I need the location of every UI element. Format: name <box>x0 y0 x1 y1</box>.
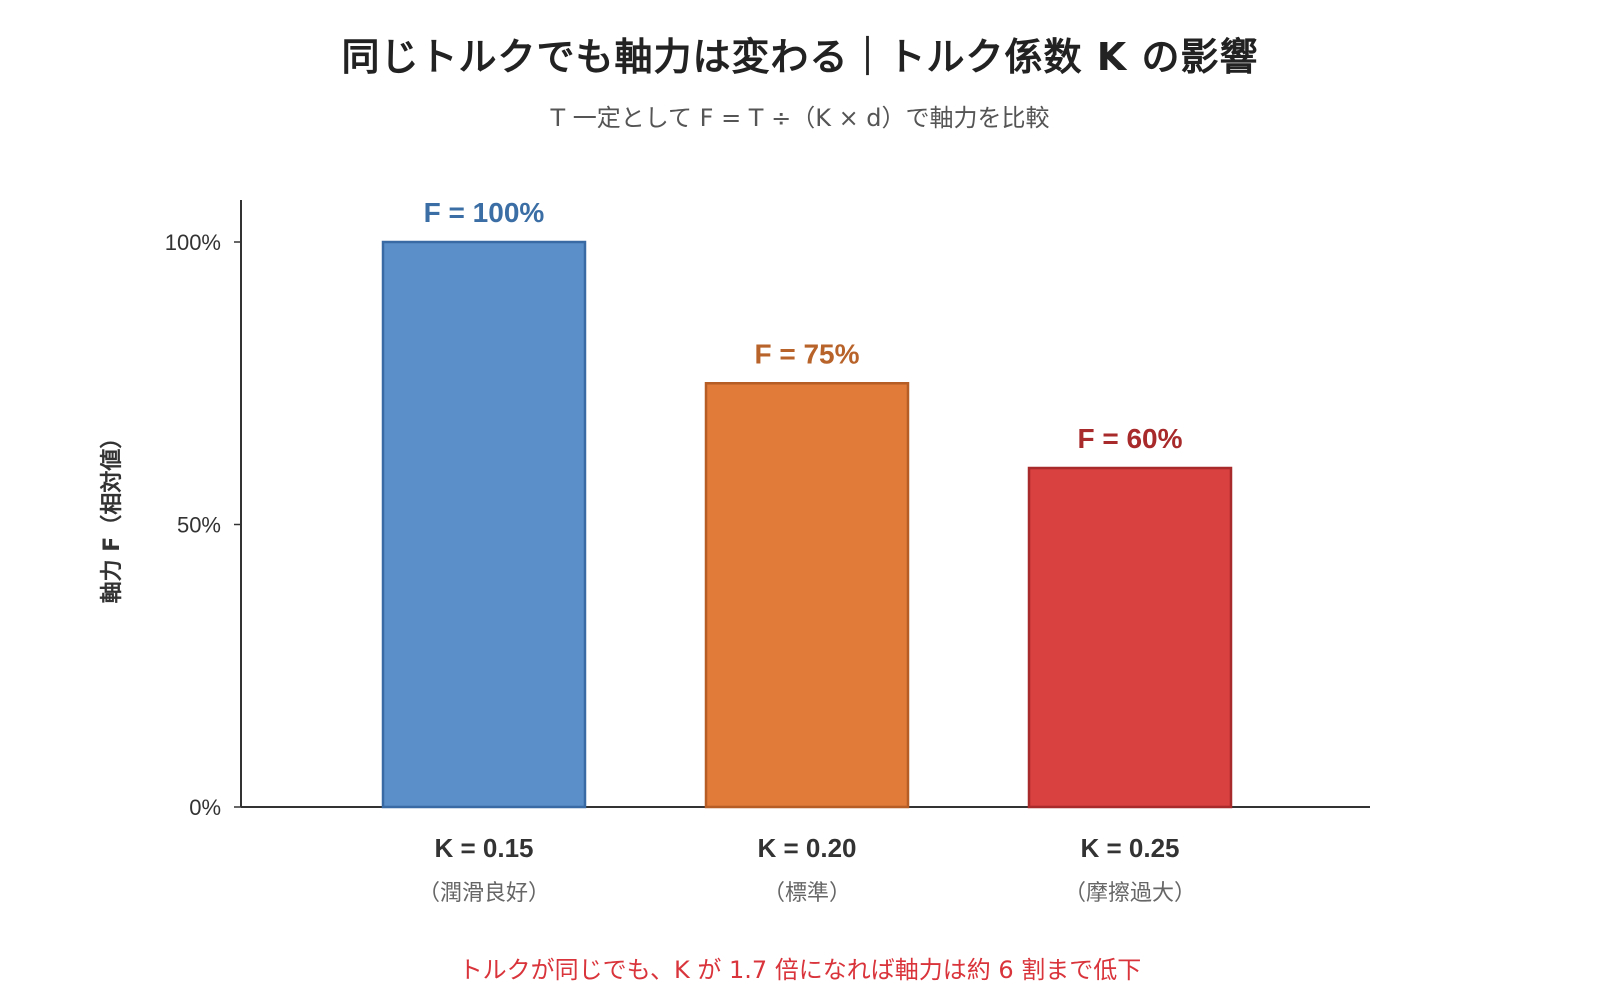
x-tick-label: K = 0.20 <box>757 833 856 863</box>
bar <box>381 240 587 809</box>
y-tick-label: 100% <box>165 230 221 255</box>
x-tick-sublabel: （摩擦過大） <box>1064 880 1196 905</box>
bar <box>1027 466 1233 809</box>
y-tick-label: 0% <box>189 795 221 820</box>
x-tick-sublabel: （標準） <box>763 880 851 905</box>
bar-value-label: F = 75% <box>754 338 859 369</box>
bar <box>704 382 910 809</box>
bar-value-label: F = 100% <box>424 197 545 228</box>
x-tick-sublabel: （潤滑良好） <box>418 880 550 905</box>
y-tick-label: 50% <box>177 513 221 538</box>
chart-subtitle: T 一定として F = T ÷（K × d）で軸力を比較 <box>550 104 1050 132</box>
x-tick-label: K = 0.15 <box>434 833 533 863</box>
x-tick-label: K = 0.25 <box>1080 833 1179 863</box>
chart-title: 同じトルクでも軸力は変わる｜トルク係数 K の影響 <box>341 35 1259 79</box>
footnote: トルクが同じでも、K が 1.7 倍になれば軸力は約 6 割まで低下 <box>458 956 1142 984</box>
bar-value-label: F = 60% <box>1077 423 1182 454</box>
